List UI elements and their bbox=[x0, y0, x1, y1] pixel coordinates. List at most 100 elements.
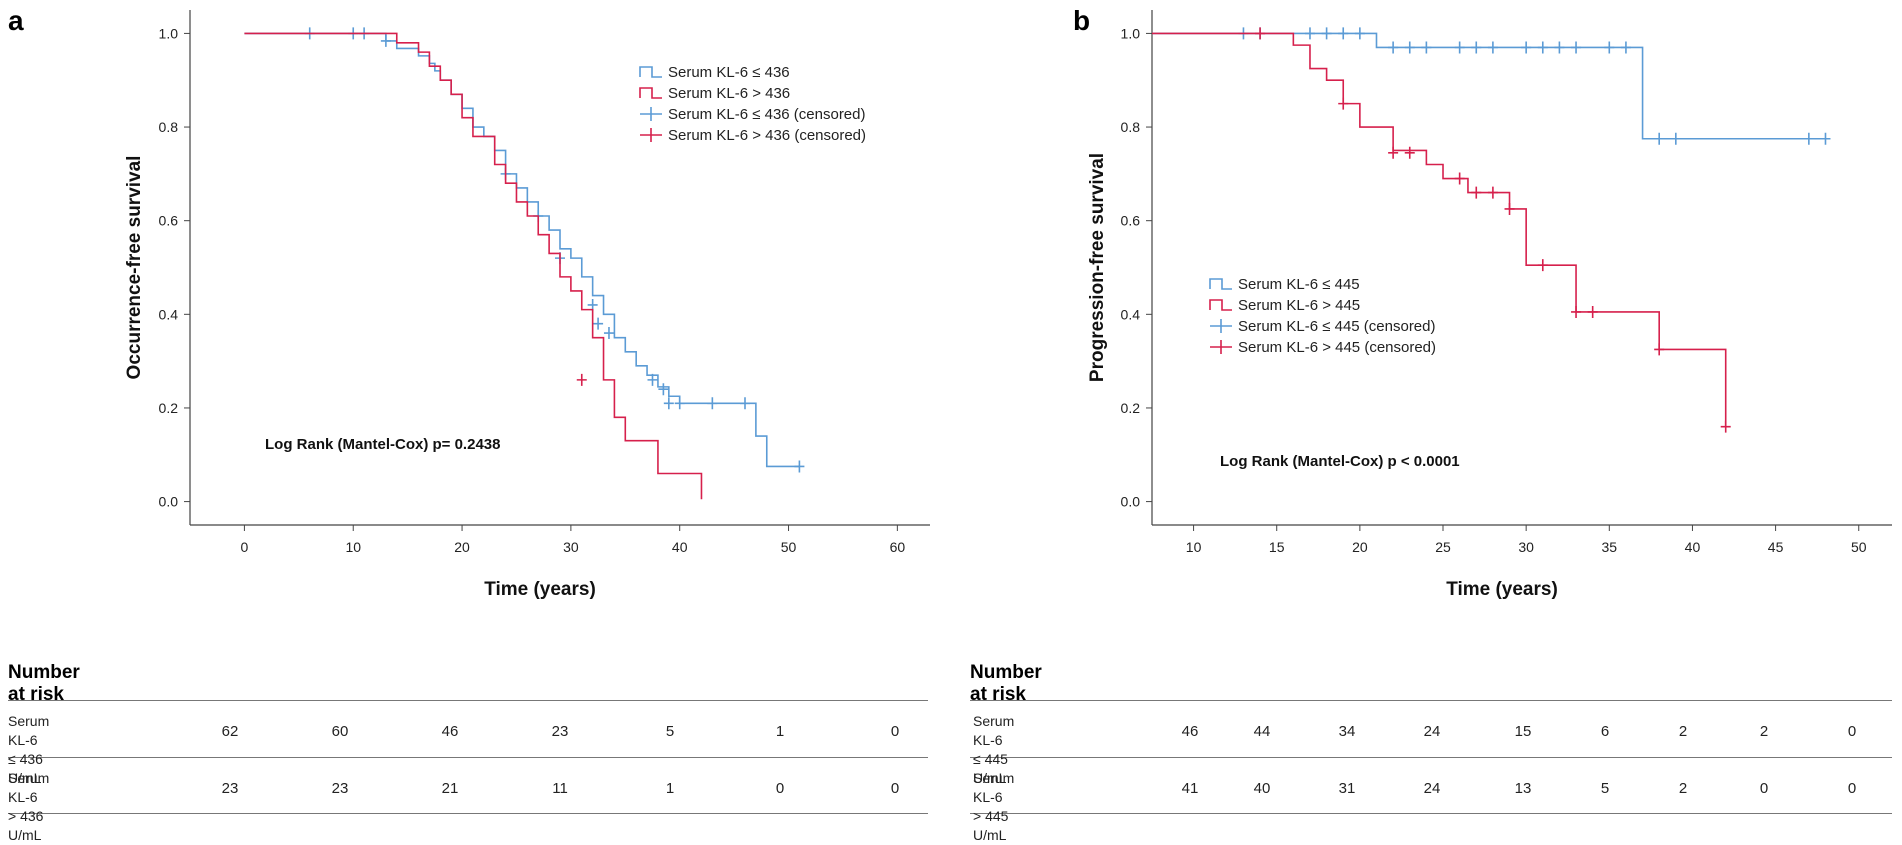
censor-mark bbox=[1471, 186, 1482, 199]
y-tick-label: 1.0 bbox=[1121, 25, 1141, 41]
survival-curve-1 bbox=[244, 32, 800, 468]
censor-mark bbox=[1521, 41, 1532, 54]
km-figure: a 0.0 0.2 0.4 0.6 0.8 1.0 0 10 20 30 40 50 60 Time (ye… bbox=[8, 5, 1892, 600]
censor-mark bbox=[794, 460, 805, 473]
legend-censor-symbol bbox=[1210, 340, 1232, 354]
risk-count: 0 bbox=[1847, 780, 1857, 797]
risk-row-label-line1: Serum KL-6 bbox=[8, 770, 50, 805]
x-tick-label: 25 bbox=[1435, 539, 1451, 555]
survival-curve-2 bbox=[1152, 32, 1727, 427]
risk-row-label-line2: ≤ 445 U/mL bbox=[973, 751, 1008, 786]
y-tick-label: 0.8 bbox=[1121, 119, 1141, 135]
censor-mark bbox=[740, 397, 750, 410]
legend-step-symbol bbox=[1209, 278, 1232, 290]
y-tick-label: 0.0 bbox=[1121, 494, 1141, 510]
risk-count: 34 bbox=[1338, 723, 1356, 740]
legend-entry-label: Serum KL-6 > 436 bbox=[668, 85, 790, 102]
censor-mark bbox=[1338, 97, 1349, 110]
legend-entry-label: Serum KL-6 > 436 (censored) bbox=[668, 127, 866, 144]
risk-count: 5 bbox=[1600, 780, 1610, 797]
x-tick-label: 45 bbox=[1768, 539, 1784, 555]
table-rule bbox=[8, 813, 928, 814]
risk-count: 1 bbox=[775, 723, 785, 740]
y-tick-label: 0.4 bbox=[1121, 306, 1141, 322]
censor-mark bbox=[663, 397, 674, 410]
censor-mark bbox=[1654, 132, 1665, 145]
risk-row-label-line2: > 445 U/mL bbox=[973, 808, 1009, 843]
x-tick-label: 0 bbox=[241, 539, 249, 555]
censor-mark bbox=[1388, 41, 1399, 54]
x-tick-label: 30 bbox=[1518, 539, 1534, 555]
risk-row-label-line2: > 436 U/mL bbox=[8, 808, 44, 843]
risk-count: 5 bbox=[665, 723, 675, 740]
number-at-risk-title: Number at risk bbox=[8, 662, 80, 705]
y-tick-label: 0.4 bbox=[159, 306, 179, 322]
censor-mark bbox=[1321, 27, 1332, 40]
number-at-risk-title: Number at risk bbox=[970, 662, 1042, 705]
censor-mark bbox=[1504, 202, 1515, 215]
legend-entry-label: Serum KL-6 ≤ 445 bbox=[1238, 276, 1360, 293]
risk-count: 1 bbox=[665, 780, 675, 797]
censor-mark bbox=[1388, 146, 1399, 159]
censor-mark bbox=[1471, 41, 1482, 54]
km-panel-a: a 0.0 0.2 0.4 0.6 0.8 1.0 0 10 20 30 40 50 60 Time (ye… bbox=[8, 5, 930, 600]
x-tick-label: 20 bbox=[454, 539, 470, 555]
y-tick-label: 0.0 bbox=[159, 494, 179, 510]
censor-mark bbox=[603, 327, 614, 340]
risk-row-label: Serum KL-6 > 445 U/mL bbox=[973, 769, 1014, 845]
risk-count: 2 bbox=[1678, 780, 1688, 797]
censor-mark bbox=[1803, 132, 1814, 145]
censor-mark bbox=[1670, 132, 1681, 145]
censor-mark bbox=[1354, 27, 1365, 40]
censor-mark bbox=[593, 317, 604, 330]
x-tick-label: 30 bbox=[563, 539, 579, 555]
table-rule bbox=[970, 813, 1892, 814]
risk-count: 0 bbox=[775, 780, 785, 797]
x-tick-label: 50 bbox=[781, 539, 797, 555]
censor-mark bbox=[1820, 132, 1831, 145]
censor-mark bbox=[674, 397, 685, 410]
censor-mark bbox=[1537, 259, 1548, 272]
risk-row-label: Serum KL-6 ≤ 436 U/mL bbox=[8, 712, 49, 788]
legend-entry-label: Serum KL-6 > 445 bbox=[1238, 297, 1360, 314]
censor-mark bbox=[1487, 186, 1498, 199]
censor-mark bbox=[1421, 41, 1432, 54]
x-tick-label: 10 bbox=[345, 539, 361, 555]
x-tick-label: 20 bbox=[1352, 539, 1368, 555]
censor-mark bbox=[1587, 305, 1598, 318]
survival-curve-1 bbox=[1152, 32, 1826, 140]
legend-censor-symbol bbox=[1210, 319, 1232, 333]
x-tick-label: 10 bbox=[1186, 539, 1202, 555]
censor-mark bbox=[707, 397, 718, 410]
risk-row-label-line1: Serum KL-6 bbox=[973, 713, 1015, 748]
risk-count: 31 bbox=[1338, 780, 1356, 797]
risk-count: 60 bbox=[331, 723, 349, 740]
x-tick-label: 50 bbox=[1851, 539, 1867, 555]
risk-count: 0 bbox=[890, 780, 900, 797]
censor-mark bbox=[658, 383, 669, 396]
censor-mark bbox=[1404, 146, 1415, 159]
risk-count: 41 bbox=[1181, 780, 1199, 797]
legend: Serum KL-6 ≤ 445 Serum KL-6 > 445 Serum KL… bbox=[1209, 276, 1436, 356]
censor-mark bbox=[1304, 27, 1315, 40]
risk-count: 24 bbox=[1423, 780, 1441, 797]
censor-mark bbox=[1338, 27, 1349, 40]
risk-count: 46 bbox=[1181, 723, 1199, 740]
risk-count: 24 bbox=[1423, 723, 1441, 740]
risk-count: 44 bbox=[1253, 723, 1271, 740]
log-rank-annotation: Log Rank (Mantel-Cox) p= 0.2438 bbox=[265, 436, 500, 453]
panel-letter: a bbox=[8, 5, 24, 36]
censor-mark bbox=[380, 34, 391, 47]
risk-count: 2 bbox=[1678, 723, 1688, 740]
table-rule bbox=[970, 757, 1892, 758]
risk-count: 0 bbox=[890, 723, 900, 740]
censor-mark bbox=[1654, 343, 1665, 356]
y-tick-label: 0.2 bbox=[159, 400, 179, 416]
censor-mark bbox=[1620, 41, 1631, 54]
censor-mark bbox=[1554, 41, 1565, 54]
risk-row-label-line2: ≤ 436 U/mL bbox=[8, 751, 43, 786]
y-tick-label: 0.6 bbox=[1121, 213, 1141, 229]
risk-row-label: Serum KL-6 ≤ 445 U/mL bbox=[973, 712, 1014, 788]
y-tick-label: 0.2 bbox=[1121, 400, 1141, 416]
risk-count: 0 bbox=[1847, 723, 1857, 740]
